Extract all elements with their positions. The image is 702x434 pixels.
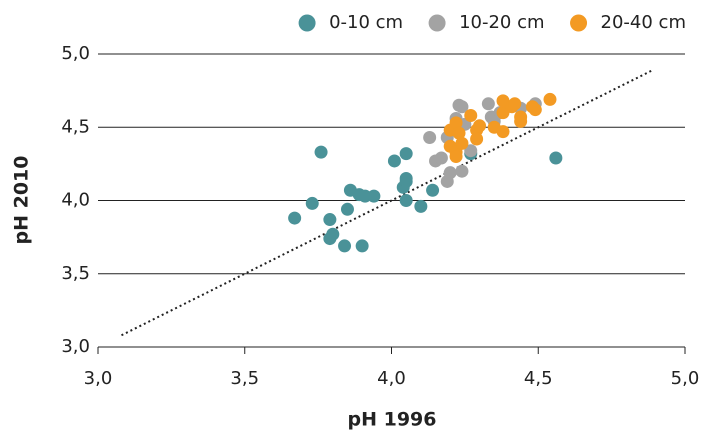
point <box>434 151 448 165</box>
point <box>496 125 510 139</box>
y-tick-label: 4,5 <box>61 116 90 137</box>
x-tick-label: 4,5 <box>524 368 553 389</box>
point <box>464 144 478 158</box>
y-tick-label: 3,5 <box>61 263 90 284</box>
point <box>449 116 463 130</box>
point <box>323 213 337 227</box>
point <box>473 119 487 133</box>
point <box>399 172 413 186</box>
y-tick-label: 4,0 <box>61 190 90 211</box>
legend-marker <box>298 14 316 32</box>
point <box>288 211 302 225</box>
point <box>508 97 522 111</box>
point <box>399 147 413 161</box>
x-tick-label: 3,5 <box>230 368 259 389</box>
point <box>399 194 413 207</box>
point <box>355 239 369 253</box>
point <box>543 92 557 106</box>
point <box>464 109 478 123</box>
x-tick-label: 3,0 <box>84 368 113 389</box>
legend-label: 0-10 cm <box>329 12 403 33</box>
y-axis-label: pH 2010 <box>11 156 33 245</box>
point <box>528 103 542 117</box>
y-tick-label: 3,0 <box>61 336 90 357</box>
point <box>305 196 319 210</box>
point <box>455 100 469 114</box>
point <box>449 150 463 164</box>
point <box>340 202 354 216</box>
x-tick-label: 5,0 <box>671 368 700 389</box>
point <box>549 151 563 165</box>
x-tick-label: 4,0 <box>377 368 406 389</box>
point <box>443 166 457 180</box>
point <box>481 97 495 111</box>
x-axis-label: pH 1996 <box>348 409 437 431</box>
point <box>470 132 484 146</box>
legend-marker <box>428 14 446 32</box>
point <box>338 239 352 253</box>
reference-line <box>121 69 654 337</box>
point <box>414 199 428 213</box>
point <box>514 114 528 128</box>
point <box>452 126 466 140</box>
point <box>387 154 401 168</box>
point <box>455 136 469 150</box>
point <box>314 145 328 159</box>
legend-label: 10-20 cm <box>459 12 544 33</box>
point <box>455 164 469 178</box>
point <box>423 131 437 145</box>
point <box>326 227 340 241</box>
legend-marker <box>570 14 588 32</box>
point <box>426 183 440 197</box>
point <box>367 189 381 203</box>
legend-label: 20-40 cm <box>601 12 686 33</box>
y-tick-label: 5,0 <box>61 43 90 64</box>
